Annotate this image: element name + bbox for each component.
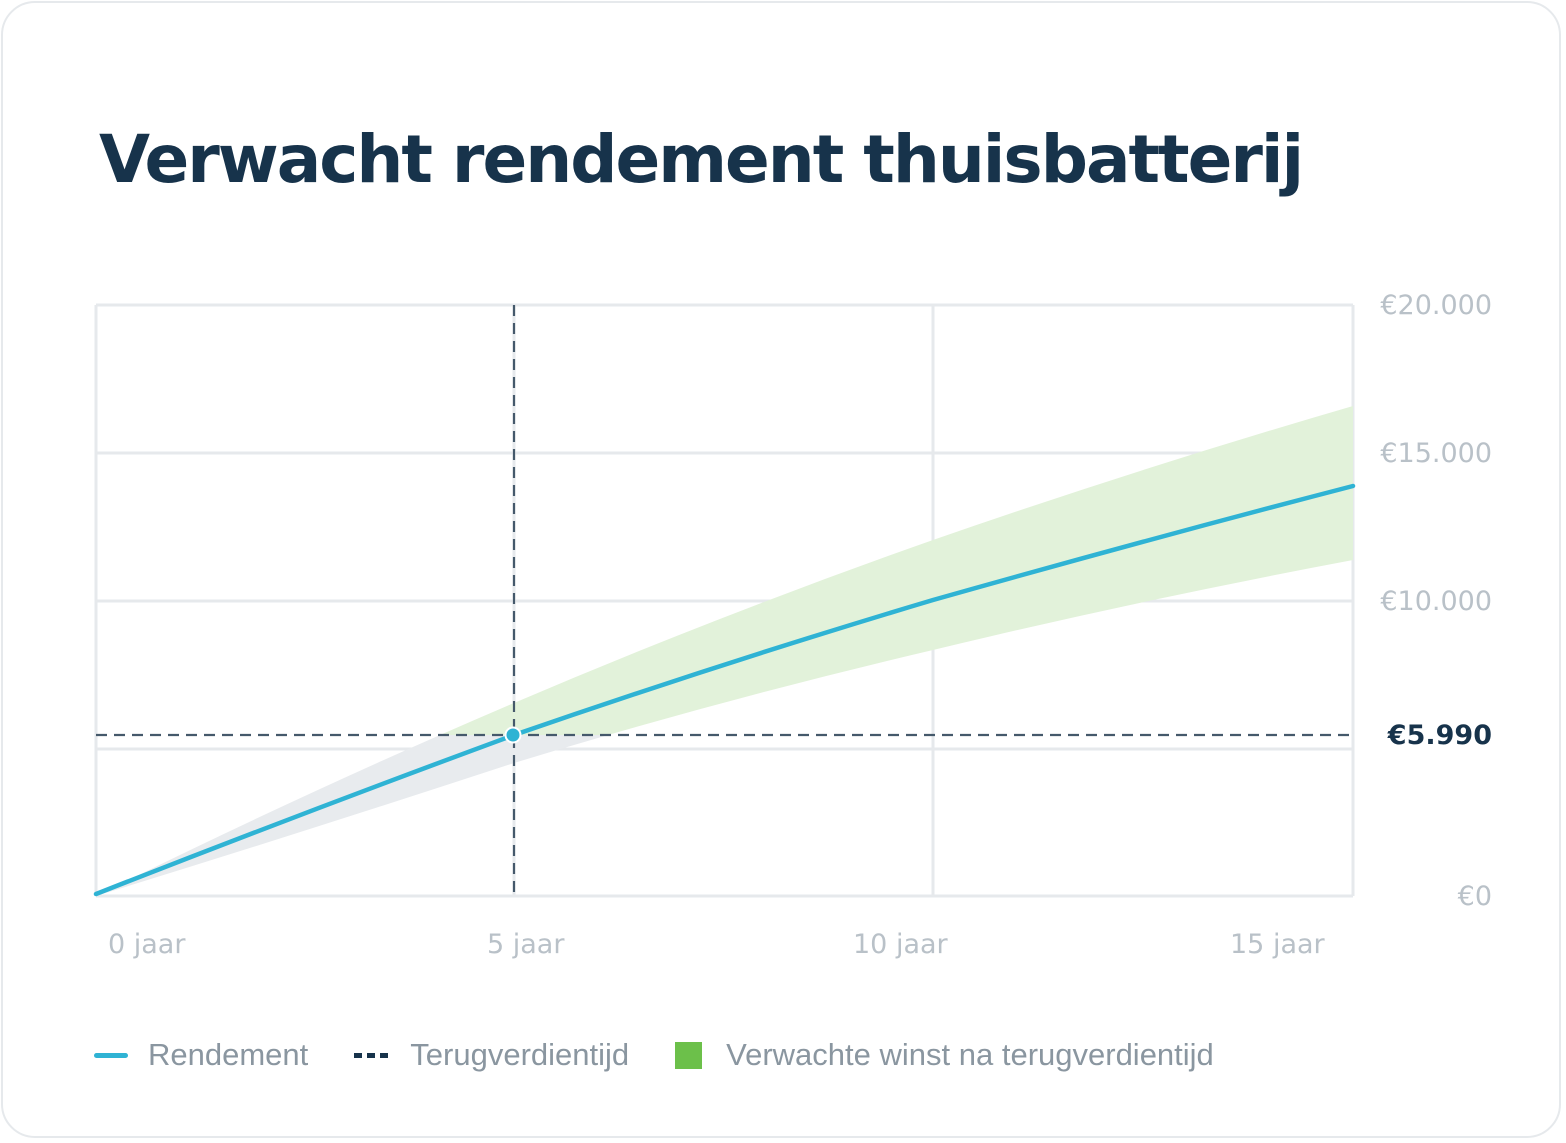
- legend-label: Rendement: [148, 1037, 309, 1072]
- dashed-line-swatch-icon: [354, 1052, 389, 1058]
- x-axis: 0 jaar 5 jaar 10 jaar 15 jaar: [108, 929, 1326, 960]
- y-tick-10000: €10.000: [1380, 586, 1492, 617]
- legend-label: Verwachte winst na terugverdientijd: [726, 1037, 1214, 1072]
- payback-point[interactable]: [504, 726, 522, 744]
- y-tick-20000: €20.000: [1380, 290, 1492, 321]
- x-tick-15: 15 jaar: [1230, 929, 1326, 960]
- chart-title: Verwacht rendement thuisbatterij: [99, 121, 1304, 198]
- y-axis: €20.000 €15.000 €10.000 €5.990 €0: [1380, 290, 1492, 912]
- y-tick-15000: €15.000: [1380, 438, 1492, 469]
- legend-item-rendement[interactable]: Rendement: [94, 1037, 308, 1073]
- winst-area: [440, 406, 1353, 735]
- x-tick-10: 10 jaar: [853, 929, 949, 960]
- terugverdientijd-lines: [96, 305, 1353, 896]
- legend-item-verwachte-winst[interactable]: Verwachte winst na terugverdientijd: [675, 1037, 1214, 1073]
- x-tick-5: 5 jaar: [487, 929, 565, 960]
- y-tick-payback: €5.990: [1387, 720, 1492, 751]
- y-tick-0: €0: [1458, 881, 1492, 912]
- legend-label: Terugverdientijd: [410, 1037, 630, 1072]
- rendement-line: [93, 483, 1356, 897]
- range-band: [96, 406, 1353, 896]
- legend-item-terugverdientijd[interactable]: Terugverdientijd: [354, 1037, 629, 1073]
- chart-legend: Rendement Terugverdientijd Verwachte win…: [94, 1033, 1260, 1077]
- line-swatch-icon: [94, 1052, 128, 1058]
- x-tick-0: 0 jaar: [108, 929, 186, 960]
- square-swatch-icon: [675, 1041, 703, 1069]
